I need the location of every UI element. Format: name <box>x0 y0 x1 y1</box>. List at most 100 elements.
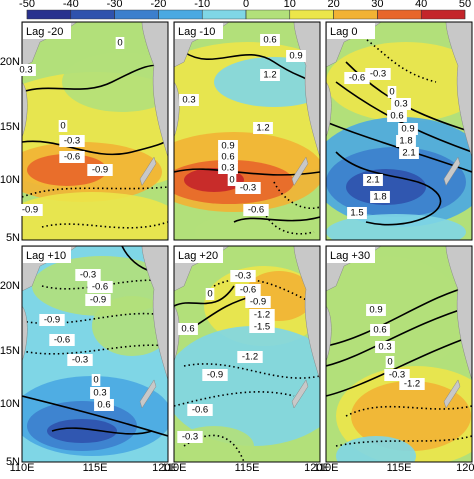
colorbar-tick-label: 10 <box>284 0 296 10</box>
map-fill <box>174 22 320 240</box>
colorbar-segment <box>114 9 159 20</box>
contour-positive <box>233 216 320 223</box>
colorbar-tick-label: 0 <box>243 0 249 10</box>
contour-negative <box>22 312 168 325</box>
contour-negative <box>41 279 168 290</box>
contour-label: -1.2 <box>404 379 420 390</box>
contour-label-box <box>286 50 306 62</box>
contour-label: -1.2 <box>242 352 258 363</box>
lon-label: 120E <box>152 462 178 474</box>
contour-label: -0.3 <box>80 270 96 281</box>
contour-positive <box>51 427 153 435</box>
contour-label-box <box>385 356 395 368</box>
contour-label-box <box>396 135 416 147</box>
panel-label-box <box>327 247 375 263</box>
lat-label: 5N <box>6 456 20 468</box>
anomaly-region <box>92 296 168 356</box>
contour-label-box <box>218 151 238 163</box>
anomaly-region <box>326 256 466 376</box>
contour-label-box <box>399 147 419 159</box>
contour-negative <box>22 186 168 198</box>
land <box>139 379 157 409</box>
contour-label-box <box>260 34 280 46</box>
contour-label: 0.3 <box>19 65 32 76</box>
contour-label: -0.6 <box>240 285 256 296</box>
contour-positive <box>335 151 442 226</box>
contour-label: 1.2 <box>263 70 276 81</box>
contour-label-box <box>399 378 425 390</box>
panel-label: Lag +30 <box>330 250 370 262</box>
contour-label: 2.1 <box>402 148 415 159</box>
contour-negative <box>213 278 320 307</box>
lon-label: 120E <box>304 462 330 474</box>
contour-label-box <box>87 164 113 176</box>
colorbar-tick-label: -50 <box>19 0 35 10</box>
land <box>141 22 168 158</box>
anomaly-region <box>27 154 107 186</box>
lon-label: 110E <box>10 462 35 474</box>
contour-label-box <box>365 68 391 80</box>
contour-negative <box>41 221 168 229</box>
contour-label: -0.9 <box>207 370 223 381</box>
contour-label: 0 <box>117 38 122 49</box>
colorbar-tick-label: 30 <box>371 0 383 10</box>
contour-label: -0.3 <box>235 271 251 282</box>
land <box>291 156 309 187</box>
anomaly-region <box>326 214 466 240</box>
anomaly-region <box>244 271 314 321</box>
contour-label-box <box>87 281 113 293</box>
contour-label-box <box>227 174 237 186</box>
panel-frame <box>21 245 169 463</box>
contour-label: 0 <box>60 121 65 132</box>
contour-label-box <box>177 431 203 443</box>
contour-label-box <box>387 110 407 122</box>
lat-label: 10N <box>0 398 20 410</box>
contour-label: 0.9 <box>221 141 234 152</box>
map-panel: Lag +20-0.30 -0.6-0.9-1.2-1.50.6-1.2-0.9-… <box>173 245 321 463</box>
contour-label: 0.3 <box>394 99 407 110</box>
lat-label: 15N <box>0 121 20 133</box>
contour-label: -0.3 <box>370 69 386 80</box>
colorbar-segment <box>158 9 203 20</box>
contour-label: 0.3 <box>378 342 391 353</box>
panel-label: Lag 0 <box>330 26 358 38</box>
contour-label: 0.3 <box>93 388 106 399</box>
contour-label-box <box>235 182 261 194</box>
colorbar-tick-label: -40 <box>63 0 79 10</box>
panel-label-box <box>23 23 71 39</box>
map-panel: Lag +30 0.9 0.6 0.3 0 -0.3-1.2 <box>325 245 473 463</box>
land <box>293 22 320 158</box>
contour-label-box <box>49 334 75 346</box>
contour-label-box <box>235 284 261 296</box>
contour-label: -0.9 <box>22 205 38 216</box>
contour-label: -0.6 <box>92 282 108 293</box>
colorbar-segment <box>26 9 71 20</box>
contour-label-box <box>387 86 397 98</box>
panel-label: Lag +10 <box>26 250 66 262</box>
contour-label-box <box>249 321 275 333</box>
colorbar-tick-label: 40 <box>415 0 427 10</box>
contour-label: -0.9 <box>92 165 108 176</box>
panel-label-box <box>175 247 223 263</box>
colorbar-tick-label: 20 <box>327 0 339 10</box>
colorbar-segment <box>377 9 422 20</box>
land <box>293 246 320 380</box>
contour-label-box <box>58 120 68 132</box>
contour-label: 0.3 <box>221 163 234 174</box>
lon-label: 110E <box>314 462 339 474</box>
contour-negative <box>174 391 295 407</box>
contour-label: -1.5 <box>254 322 270 333</box>
contour-label-box <box>67 354 93 366</box>
anomaly-region <box>47 419 117 443</box>
contour-label-box <box>187 404 213 416</box>
contour-label: -0.9 <box>44 315 60 326</box>
contour-label: -0.3 <box>240 183 256 194</box>
colorbar-segment <box>245 9 290 20</box>
contour-label: -0.3 <box>389 370 405 381</box>
contour-label-box <box>370 191 390 203</box>
contour-label-box <box>85 294 111 306</box>
contour-label: -0.6 <box>64 152 80 163</box>
land <box>291 379 309 409</box>
panel-label-box <box>23 247 71 263</box>
map-panel: Lag 0-0.6 -0.300.30.60.91.82.12.11.81.5 <box>325 21 473 241</box>
